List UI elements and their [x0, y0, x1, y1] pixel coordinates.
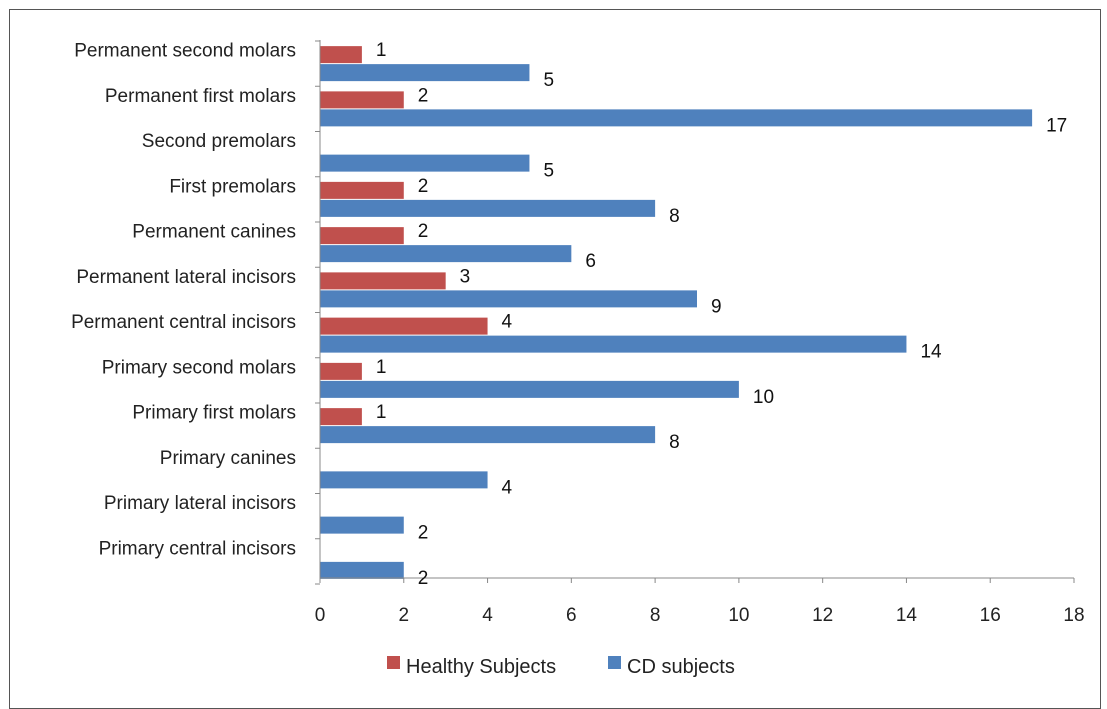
- bar-cd-primary-first-molars: [320, 426, 656, 444]
- data-label-cd-second-premolars: 5: [543, 161, 554, 182]
- data-label-cd-primary-first-molars: 8: [669, 432, 680, 453]
- x-tick-label-12: 12: [812, 605, 833, 626]
- data-label-healthy-permanent-lateral-incisors: 3: [460, 266, 471, 287]
- category-label-primary-central-incisors: Primary central incisors: [99, 538, 296, 559]
- bar-healthy-primary-first-molars: [320, 408, 362, 426]
- data-label-healthy-permanent-central-incisors: 4: [502, 312, 513, 333]
- data-label-cd-permanent-central-incisors: 14: [920, 342, 942, 363]
- bar-healthy-permanent-central-incisors: [320, 317, 488, 335]
- data-label-healthy-primary-first-molars: 1: [376, 402, 387, 423]
- legend-label-cd: CD subjects: [627, 656, 735, 678]
- legend-label-healthy: Healthy Subjects: [406, 656, 556, 678]
- bar-cd-second-premolars: [320, 154, 530, 172]
- category-label-primary-lateral-incisors: Primary lateral incisors: [104, 493, 296, 514]
- data-label-cd-permanent-first-molars: 17: [1046, 115, 1067, 136]
- category-label-primary-first-molars: Primary first molars: [132, 403, 296, 424]
- bar-cd-permanent-lateral-incisors: [320, 290, 697, 308]
- x-tick-label-18: 18: [1063, 605, 1084, 626]
- x-tick-label-6: 6: [566, 605, 577, 626]
- data-label-cd-permanent-canines: 6: [585, 251, 596, 272]
- category-label-second-premolars: Second premolars: [142, 131, 296, 152]
- bar-chart: 0 2 4 6 8 10 12 14 16 18 Permanent second molars 1…: [71, 40, 1085, 678]
- x-tick-label-16: 16: [980, 605, 1001, 626]
- category-label-permanent-central-incisors: Permanent central incisors: [71, 312, 296, 333]
- labels-layer: Permanent second molars 1 5 Permanent first…: [71, 40, 1067, 589]
- bar-cd-permanent-first-molars: [320, 109, 1033, 127]
- category-label-permanent-canines: Permanent canines: [132, 222, 296, 243]
- data-label-healthy-primary-second-molars: 1: [376, 357, 387, 378]
- legend: Healthy Subjects CD subjects: [387, 656, 735, 678]
- bar-healthy-permanent-first-molars: [320, 91, 404, 109]
- x-tick-label-10: 10: [728, 605, 749, 626]
- category-label-primary-canines: Primary canines: [160, 448, 296, 469]
- x-tick-label-0: 0: [315, 605, 326, 626]
- category-label-permanent-lateral-incisors: Permanent lateral incisors: [76, 267, 296, 288]
- bar-cd-primary-second-molars: [320, 380, 739, 398]
- legend-swatch-cd: [608, 656, 621, 669]
- x-tick-label-14: 14: [896, 605, 918, 626]
- bar-healthy-permanent-lateral-incisors: [320, 272, 446, 290]
- data-label-healthy-first-premolars: 2: [418, 176, 429, 197]
- axis-layer: 0 2 4 6 8 10 12 14 16 18: [315, 40, 1085, 626]
- x-tick-label-2: 2: [398, 605, 409, 626]
- data-label-cd-primary-lateral-incisors: 2: [418, 523, 429, 544]
- data-label-healthy-permanent-canines: 2: [418, 221, 429, 242]
- data-label-cd-primary-second-molars: 10: [753, 387, 774, 408]
- category-label-primary-second-molars: Primary second molars: [102, 357, 296, 378]
- bar-cd-first-premolars: [320, 199, 656, 217]
- category-label-permanent-first-molars: Permanent first molars: [105, 86, 296, 107]
- bar-cd-permanent-second-molars: [320, 64, 530, 82]
- data-label-cd-first-premolars: 8: [669, 206, 680, 227]
- bar-healthy-permanent-second-molars: [320, 46, 362, 64]
- bar-cd-permanent-central-incisors: [320, 335, 907, 353]
- category-label-permanent-second-molars: Permanent second molars: [74, 41, 296, 62]
- data-label-healthy-permanent-first-molars: 2: [418, 85, 429, 106]
- data-label-cd-primary-canines: 4: [502, 477, 513, 498]
- x-tick-label-4: 4: [482, 605, 493, 626]
- bars-layer: [320, 46, 1033, 579]
- legend-swatch-healthy: [387, 656, 400, 669]
- data-label-healthy-permanent-second-molars: 1: [376, 40, 387, 61]
- data-label-cd-permanent-lateral-incisors: 9: [711, 296, 722, 317]
- x-tick-label-8: 8: [650, 605, 661, 626]
- bar-cd-primary-canines: [320, 471, 488, 489]
- bar-healthy-first-premolars: [320, 181, 404, 199]
- bar-cd-primary-central-incisors: [320, 561, 404, 579]
- data-label-cd-permanent-second-molars: 5: [543, 70, 554, 91]
- bar-cd-permanent-canines: [320, 245, 572, 263]
- bar-healthy-permanent-canines: [320, 227, 404, 245]
- category-label-first-premolars: First premolars: [169, 176, 296, 197]
- bar-healthy-primary-second-molars: [320, 362, 362, 380]
- bar-cd-primary-lateral-incisors: [320, 516, 404, 534]
- data-label-cd-primary-central-incisors: 2: [418, 568, 429, 589]
